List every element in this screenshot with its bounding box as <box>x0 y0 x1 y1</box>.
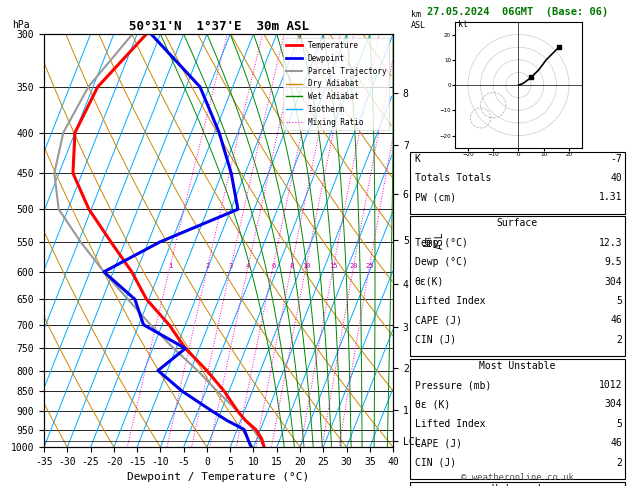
Text: Lifted Index: Lifted Index <box>415 419 485 429</box>
Text: θε (K): θε (K) <box>415 399 450 410</box>
Text: km
ASL: km ASL <box>411 11 426 30</box>
Text: 8: 8 <box>289 263 294 269</box>
Text: K: K <box>415 154 421 164</box>
Legend: Temperature, Dewpoint, Parcel Trajectory, Dry Adiabat, Wet Adiabat, Isotherm, Mi: Temperature, Dewpoint, Parcel Trajectory… <box>283 38 389 130</box>
Text: 304: 304 <box>604 399 622 410</box>
Text: Totals Totals: Totals Totals <box>415 173 491 183</box>
Text: 2: 2 <box>206 263 210 269</box>
Title: 50°31'N  1°37'E  30m ASL: 50°31'N 1°37'E 30m ASL <box>128 20 309 33</box>
Text: kt: kt <box>458 20 468 29</box>
Text: 40: 40 <box>611 173 622 183</box>
Text: Surface: Surface <box>497 218 538 228</box>
Text: Most Unstable: Most Unstable <box>479 361 555 371</box>
Text: 20: 20 <box>349 263 358 269</box>
Text: 1: 1 <box>168 263 172 269</box>
Text: PW (cm): PW (cm) <box>415 192 456 203</box>
Text: Hodograph: Hodograph <box>491 484 544 486</box>
X-axis label: Dewpoint / Temperature (°C): Dewpoint / Temperature (°C) <box>128 472 309 483</box>
Text: © weatheronline.co.uk: © weatheronline.co.uk <box>461 473 574 482</box>
Text: CIN (J): CIN (J) <box>415 458 456 468</box>
Text: 9.5: 9.5 <box>604 257 622 267</box>
Text: Dewp (°C): Dewp (°C) <box>415 257 467 267</box>
Text: 2: 2 <box>616 335 622 345</box>
Text: 12.3: 12.3 <box>599 238 622 248</box>
Text: 2: 2 <box>616 458 622 468</box>
Text: CIN (J): CIN (J) <box>415 335 456 345</box>
Text: Pressure (mb): Pressure (mb) <box>415 380 491 390</box>
Text: 6: 6 <box>271 263 276 269</box>
Text: Lifted Index: Lifted Index <box>415 296 485 306</box>
Text: 1.31: 1.31 <box>599 192 622 203</box>
Text: θε(K): θε(K) <box>415 277 444 287</box>
Text: Temp (°C): Temp (°C) <box>415 238 467 248</box>
Text: -7: -7 <box>611 154 622 164</box>
Text: CAPE (J): CAPE (J) <box>415 315 462 326</box>
Text: CAPE (J): CAPE (J) <box>415 438 462 449</box>
Text: 5: 5 <box>616 296 622 306</box>
Y-axis label: km
ASL: km ASL <box>423 232 445 249</box>
Text: 5: 5 <box>616 419 622 429</box>
Text: 4: 4 <box>246 263 250 269</box>
Bar <box>410 359 625 479</box>
Bar <box>410 152 625 214</box>
Bar <box>410 216 625 356</box>
Text: 46: 46 <box>611 315 622 326</box>
Text: 3: 3 <box>229 263 233 269</box>
Text: 10: 10 <box>302 263 311 269</box>
Bar <box>410 482 625 486</box>
Text: 15: 15 <box>330 263 338 269</box>
Text: 304: 304 <box>604 277 622 287</box>
Text: 27.05.2024  06GMT  (Base: 06): 27.05.2024 06GMT (Base: 06) <box>426 7 608 17</box>
Text: 46: 46 <box>611 438 622 449</box>
Text: hPa: hPa <box>13 20 30 30</box>
Text: 1012: 1012 <box>599 380 622 390</box>
Text: 25: 25 <box>365 263 374 269</box>
